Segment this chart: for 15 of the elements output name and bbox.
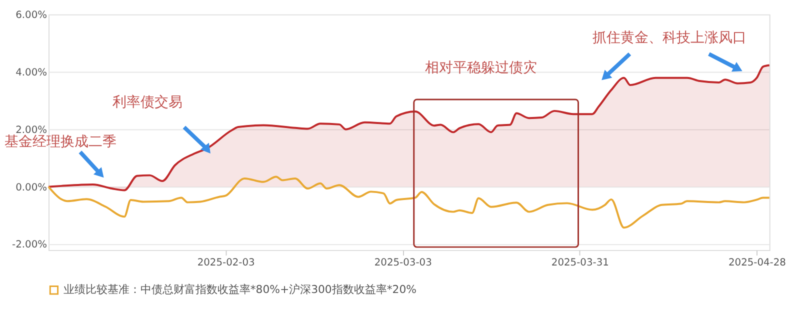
annotation: 抓住黄金、科技上涨风口	[592, 30, 746, 46]
line-series	[48, 176, 770, 229]
annotation: 相对平稳躲过债灾	[425, 60, 538, 76]
legend-label: 业绩比较基准：中债总财富指数收益率*80%+沪深300指数收益率*20%	[63, 283, 416, 296]
x-tick-label: 2025-02-03	[197, 257, 255, 268]
x-tick-label: 2025-04-28	[728, 257, 786, 268]
y-tick-label: -2.00%	[12, 240, 48, 251]
y-tick-label: 2.00%	[16, 124, 48, 136]
x-tick-label: 2025-03-03	[374, 257, 432, 268]
y-tick-label: 0.00%	[16, 182, 48, 194]
y-tick-label: 4.00%	[16, 67, 48, 78]
annotation: 基金经理换成二季	[4, 134, 116, 150]
x-tick-label: 2025-03-31	[551, 257, 609, 268]
y-tick-label: 6.00%	[16, 10, 48, 21]
annotation: 利率债交易	[112, 94, 183, 110]
